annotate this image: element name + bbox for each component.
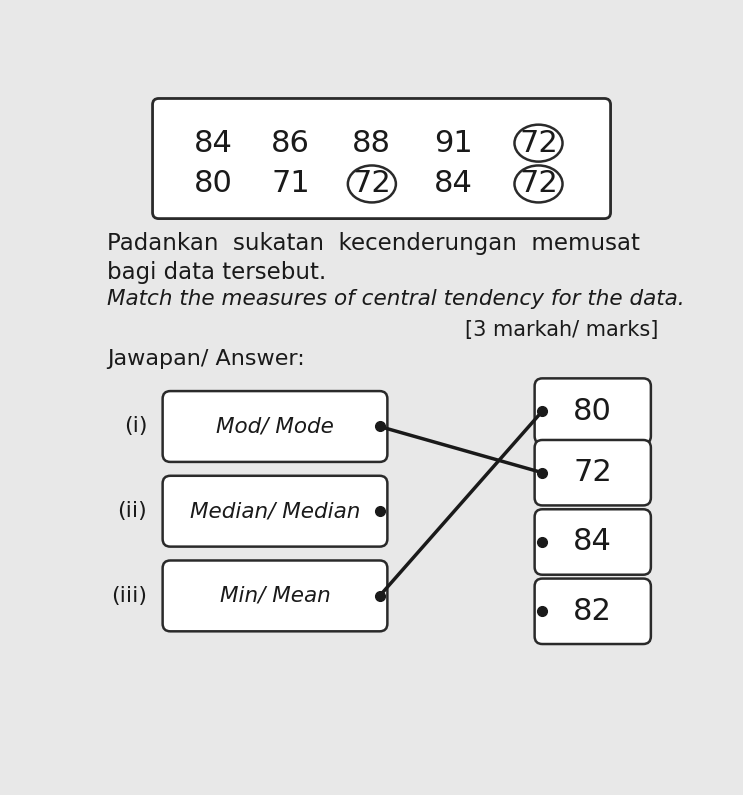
Text: Median/ Median: Median/ Median [189, 501, 360, 522]
Text: 71: 71 [271, 169, 310, 199]
Text: Match the measures of central tendency for the data.: Match the measures of central tendency f… [107, 289, 684, 309]
Text: 84: 84 [574, 528, 612, 556]
FancyBboxPatch shape [535, 440, 651, 506]
Text: Min/ Mean: Min/ Mean [220, 586, 331, 606]
Text: bagi data tersebut.: bagi data tersebut. [107, 261, 326, 284]
Text: (i): (i) [123, 417, 147, 436]
Text: 72: 72 [574, 458, 612, 487]
Text: 82: 82 [574, 597, 612, 626]
Text: 80: 80 [194, 169, 233, 199]
Text: 84: 84 [434, 169, 473, 199]
Text: 88: 88 [352, 129, 392, 157]
Text: Mod/ Mode: Mod/ Mode [216, 417, 334, 436]
Text: 72: 72 [352, 169, 392, 199]
Text: 72: 72 [519, 169, 558, 199]
FancyBboxPatch shape [152, 99, 611, 219]
Text: 80: 80 [574, 397, 612, 425]
Text: 86: 86 [271, 129, 310, 157]
FancyBboxPatch shape [163, 391, 387, 462]
Text: Jawapan/ Answer:: Jawapan/ Answer: [107, 350, 305, 370]
Text: [3 markah/ marks]: [3 markah/ marks] [465, 320, 658, 340]
Text: 91: 91 [434, 129, 473, 157]
FancyBboxPatch shape [163, 560, 387, 631]
FancyBboxPatch shape [535, 378, 651, 444]
Text: 84: 84 [194, 129, 233, 157]
Text: Padankan  sukatan  kecenderungan  memusat: Padankan sukatan kecenderungan memusat [107, 232, 640, 255]
FancyBboxPatch shape [535, 579, 651, 644]
FancyBboxPatch shape [535, 510, 651, 575]
Text: (ii): (ii) [117, 501, 147, 522]
Text: (iii): (iii) [111, 586, 147, 606]
FancyBboxPatch shape [163, 475, 387, 547]
Text: 72: 72 [519, 129, 558, 157]
